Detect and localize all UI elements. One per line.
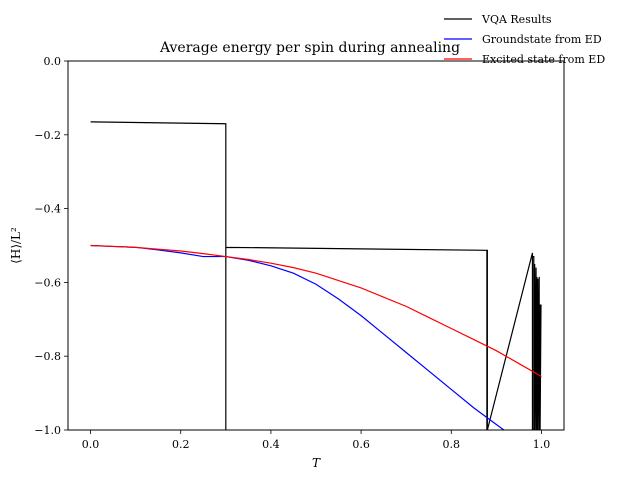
y-tick-label: 0.0 [44, 55, 62, 68]
legend-label-2: Excited state from ED [482, 53, 605, 66]
y-tick-label: −0.8 [34, 350, 61, 363]
x-axis-ticks: 0.0 0.2 0.4 0.6 0.8 1.0 [82, 430, 550, 451]
plot-frame [67, 60, 565, 431]
x-tick-label: 1.0 [533, 438, 551, 451]
series-line-0 [90, 121, 542, 430]
legend-label-1: Groundstate from ED [482, 33, 602, 46]
y-tick-label: −0.4 [34, 203, 61, 216]
series-line-1 [90, 244, 505, 430]
y-tick-label: −1.0 [34, 424, 61, 437]
legend-label-0: VQA Results [481, 13, 552, 26]
series-line-2 [90, 244, 542, 378]
y-tick-label: −0.2 [34, 129, 61, 142]
y-axis-label: ⟨H⟩/L² [9, 227, 23, 264]
x-axis-label: T [312, 456, 321, 470]
legend: VQA Results Groundstate from ED Excited st… [444, 13, 605, 66]
plot-lines [90, 121, 542, 430]
y-axis-ticks: −1.0 −0.8 −0.6 −0.4 −0.2 0.0 [34, 55, 68, 437]
x-tick-label: 0.4 [262, 438, 280, 451]
y-tick-label: −0.6 [34, 276, 61, 289]
x-tick-label: 0.8 [443, 438, 461, 451]
x-tick-label: 0.0 [82, 438, 100, 451]
x-tick-label: 0.6 [352, 438, 370, 451]
chart-title: Average energy per spin during annealing [159, 40, 460, 56]
x-tick-label: 0.2 [172, 438, 190, 451]
